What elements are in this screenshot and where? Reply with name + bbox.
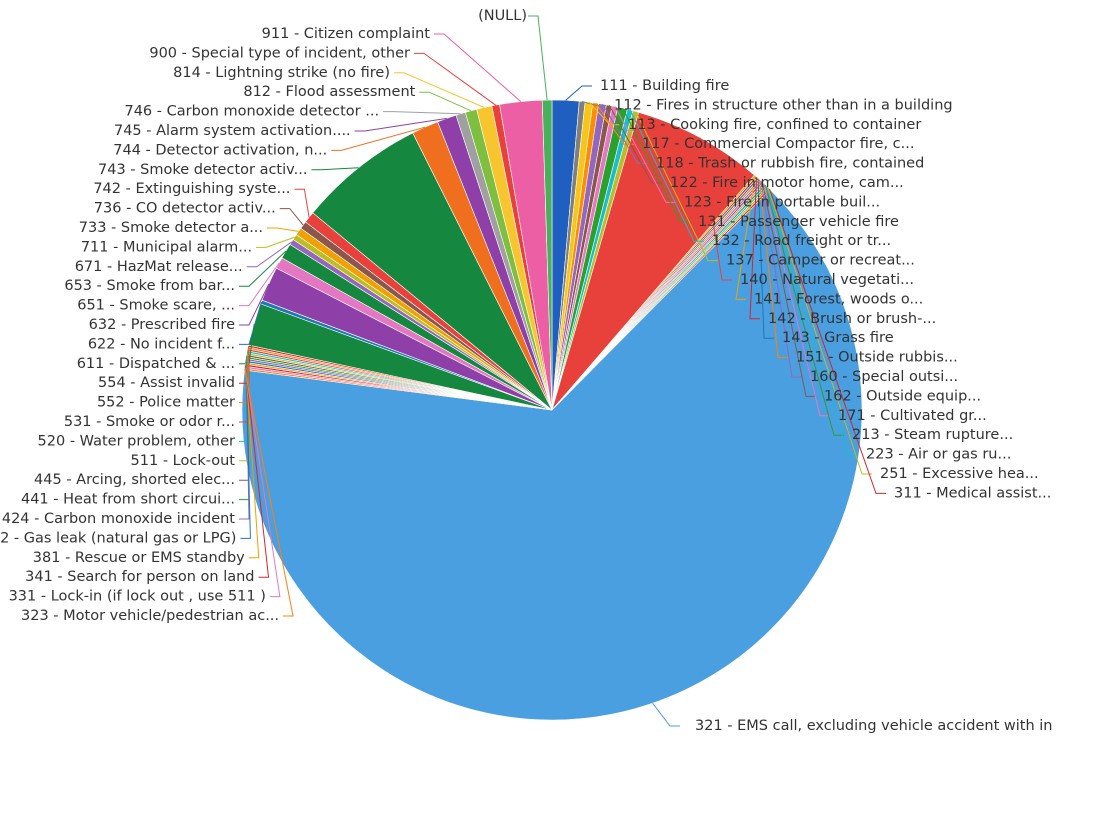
slice-label-113-cooking-fire-confined-to-container: 113 - Cooking fire, confined to containe…	[628, 117, 921, 133]
slice-label-112-fires-in-structure-other-than-in-a-building: 112 - Fires in structure other than in a…	[614, 97, 953, 113]
slice-label-554-assist-invalid: 554 - Assist invalid	[98, 375, 235, 391]
slice-label-143-grass-fire: 143 - Grass fire	[782, 330, 894, 346]
slice-label-412-gas-leak-natural-gas-or-lpg: 412 - Gas leak (natural gas or LPG)	[0, 530, 236, 546]
slice-label-424-carbon-monoxide-incident: 424 - Carbon monoxide incident	[2, 511, 235, 527]
slice-label-123-fire-in-portable-buil: 123 - Fire in portable buil...	[684, 194, 880, 210]
slice-label-812-flood-assessment: 812 - Flood assessment	[243, 84, 415, 100]
slice-label-511-lock-out: 511 - Lock-out	[131, 453, 236, 469]
leader-line-111-building-fire	[566, 86, 592, 100]
leader-line-812-flood-assessment	[419, 92, 471, 111]
leader-line-900-special-type-of-incident-other	[414, 53, 496, 105]
slice-label-151-outside-rubbis: 151 - Outside rubbis...	[796, 350, 958, 366]
slice-label-653-smoke-from-bar: 653 - Smoke from bar...	[64, 278, 235, 294]
slice-label-321-ems-call-excluding-vehicle-accident-with-in: 321 - EMS call, excluding vehicle accide…	[695, 718, 1052, 734]
slice-label-445-arcing-shorted-elec: 445 - Arcing, shorted elec...	[34, 472, 235, 488]
slice-label-137-camper-or-recreat: 137 - Camper or recreat...	[726, 253, 915, 269]
slice-label-911-citizen-complaint: 911 - Citizen complaint	[262, 26, 431, 42]
slice-label-381-rescue-or-ems-standby: 381 - Rescue or EMS standby	[33, 550, 245, 566]
slice-label-742-extinguishing-syste: 742 - Extinguishing syste...	[93, 181, 290, 197]
slice-label-132-road-freight-or-tr: 132 - Road freight or tr...	[712, 233, 891, 249]
slice-label-111-building-fire: 111 - Building fire	[600, 78, 729, 94]
slice-label-671-hazmat-release: 671 - HazMat release...	[75, 259, 243, 275]
slice-label-341-search-for-person-on-land: 341 - Search for person on land	[25, 569, 254, 585]
slice-label-711-municipal-alarm: 711 - Municipal alarm...	[81, 239, 252, 255]
slice-label-736-co-detector-activ: 736 - CO detector activ...	[94, 201, 276, 217]
slice-label-null: (NULL)	[478, 8, 527, 24]
slice-label-900-special-type-of-incident-other: 900 - Special type of incident, other	[149, 45, 410, 61]
slice-label-162-outside-equip: 162 - Outside equip...	[824, 388, 981, 404]
slice-label-746-carbon-monoxide-detector: 746 - Carbon monoxide detector ...	[124, 104, 379, 120]
slice-label-131-passenger-vehicle-fire: 131 - Passenger vehicle fire	[698, 214, 899, 230]
slice-label-122-fire-in-motor-home-cam: 122 - Fire in motor home, cam...	[670, 175, 904, 191]
slice-label-142-brush-or-brush: 142 - Brush or brush-...	[768, 311, 936, 327]
slice-label-745-alarm-system-activation: 745 - Alarm system activation....	[114, 123, 351, 139]
leader-line-736-co-detector-activ	[280, 209, 303, 226]
slice-label-622-no-incident-f: 622 - No incident f...	[88, 336, 235, 352]
leader-line-733-smoke-detector-a	[267, 228, 299, 231]
slice-label-160-special-outsi: 160 - Special outsi...	[810, 369, 958, 385]
slice-label-552-police-matter: 552 - Police matter	[97, 395, 235, 411]
slice-label-611-dispatched: 611 - Dispatched & ...	[77, 356, 235, 372]
slice-label-743-smoke-detector-activ: 743 - Smoke detector activ...	[98, 162, 307, 178]
slice-label-311-medical-assist: 311 - Medical assist...	[894, 485, 1051, 501]
slice-label-331-lock-in-if-lock-out-use-511: 331 - Lock-in (if lock out , use 511 )	[9, 589, 266, 605]
slice-label-531-smoke-or-odor-r: 531 - Smoke or odor r...	[64, 414, 235, 430]
slice-label-520-water-problem-other: 520 - Water problem, other	[38, 433, 235, 449]
slice-label-441-heat-from-short-circui: 441 - Heat from short circui...	[21, 492, 235, 508]
leader-line-746-carbon-monoxide-detector	[383, 112, 461, 114]
slice-label-223-air-or-gas-ru: 223 - Air or gas ru...	[866, 447, 1011, 463]
slice-label-632-prescribed-fire: 632 - Prescribed fire	[89, 317, 235, 333]
leader-line-321-ems-call-excluding-vehicle-accident-with-in	[653, 703, 680, 726]
leader-line-743-smoke-detector-activ	[311, 168, 358, 170]
leader-line-742-extinguishing-syste	[294, 189, 309, 217]
slice-label-651-smoke-scare: 651 - Smoke scare, ...	[77, 298, 235, 314]
slice-label-171-cultivated-gr: 171 - Cultivated gr...	[838, 408, 987, 424]
slice-label-118-trash-or-rubbish-fire-contained: 118 - Trash or rubbish fire, contained	[656, 156, 924, 172]
slice-label-141-forest-woods-o: 141 - Forest, woods o...	[754, 291, 923, 307]
slice-label-733-smoke-detector-a: 733 - Smoke detector a...	[79, 220, 263, 236]
slice-label-814-lightning-strike-no-fire: 814 - Lightning strike (no fire)	[173, 65, 390, 81]
slice-label-251-excessive-hea: 251 - Excessive hea...	[880, 466, 1039, 482]
slice-label-744-detector-activation-n: 744 - Detector activation, n...	[113, 142, 327, 158]
leader-line-null	[528, 16, 547, 100]
slice-label-117-commercial-compactor-fire-c: 117 - Commercial Compactor fire, c...	[642, 136, 914, 152]
slice-label-323-motor-vehicle-pedestrian-ac: 323 - Motor vehicle/pedestrian ac...	[21, 608, 279, 624]
slice-label-140-natural-vegetati: 140 - Natural vegetati...	[740, 272, 914, 288]
slice-label-213-steam-rupture: 213 - Steam rupture...	[852, 427, 1013, 443]
